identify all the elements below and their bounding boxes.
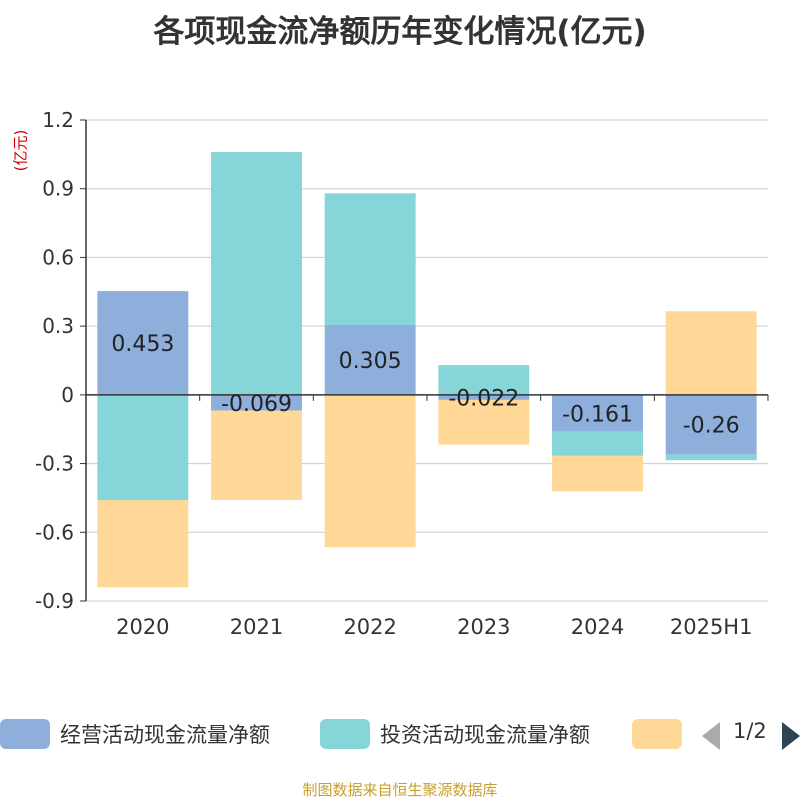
legend-label-operating: 经营活动现金流量净额	[60, 723, 270, 747]
bar-2020-series-0	[97, 291, 189, 395]
bar-2023-series-1	[438, 365, 530, 395]
chart-title: 各项现金流净额历年变化情况(亿元)	[153, 14, 647, 50]
y-tick-label: -0.9	[35, 589, 74, 613]
bar-2021-series-1	[211, 152, 302, 395]
legend-swatch-investing	[320, 719, 370, 749]
bar-2024-series-0	[552, 394, 643, 432]
bar-2021-series-2	[211, 410, 302, 500]
x-tick-label: 2023	[457, 615, 510, 639]
data-label-2023: -0.022	[448, 386, 519, 411]
y-tick-label: 0	[61, 383, 74, 407]
bar-2025H1-series-2	[665, 311, 757, 395]
bar-2024-series-1	[552, 431, 643, 456]
y-tick-label: 0.6	[42, 245, 74, 269]
source-footer: 制图数据来自恒生聚源数据库	[302, 781, 498, 799]
bar-2024-series-2	[552, 455, 643, 492]
x-tick-label: 2025H1	[670, 615, 753, 639]
chart-plot-area: 1.2 0.9 0.6 0.3 0 -0.3 -0.6 -0.9 0.453 -0.069 0.30…	[35, 108, 769, 639]
legend-item-financing[interactable]	[632, 712, 692, 756]
legend-swatch-financing	[632, 719, 682, 749]
bar-2023-series-0	[438, 394, 530, 400]
data-label-2021: -0.069	[221, 392, 292, 417]
data-label-2022: 0.305	[339, 349, 402, 374]
legend-page-indicator: 1/2	[733, 719, 767, 743]
legend-prev-page-icon[interactable]	[702, 722, 720, 750]
bar-2025H1-series-1	[665, 454, 757, 461]
data-label-2025H1: -0.26	[683, 414, 740, 439]
legend-item-investing[interactable]: 投资活动现金流量净额	[320, 712, 590, 756]
bar-2023-series-2	[438, 399, 530, 445]
y-tick-label: -0.3	[35, 452, 74, 476]
legend-item-operating[interactable]: 经营活动现金流量净额	[0, 712, 270, 756]
data-label-2024: -0.161	[562, 402, 633, 427]
x-tick-label: 2021	[230, 615, 283, 639]
y-tick-label: 0.9	[42, 177, 74, 201]
x-tick-label: 2020	[116, 615, 169, 639]
bar-2021-series-0	[211, 394, 302, 411]
bar-2020-series-1	[97, 394, 189, 501]
data-label-2020: 0.453	[111, 332, 174, 357]
y-tick-label: 1.2	[42, 108, 74, 132]
bar-2022-series-0	[324, 324, 416, 395]
bar-2020-series-2	[97, 500, 189, 588]
y-tick-label: -0.6	[35, 520, 74, 544]
legend-swatch-operating	[0, 719, 50, 749]
bar-2025H1-series-0	[665, 394, 757, 455]
bar-2022-series-2	[324, 394, 416, 548]
legend-next-page-icon[interactable]	[782, 722, 800, 750]
x-tick-label: 2022	[343, 615, 396, 639]
x-tick-label: 2024	[571, 615, 624, 639]
y-tick-label: 0.3	[42, 314, 74, 338]
bar-2022-series-1	[324, 193, 416, 325]
legend-label-investing: 投资活动现金流量净额	[380, 723, 590, 747]
